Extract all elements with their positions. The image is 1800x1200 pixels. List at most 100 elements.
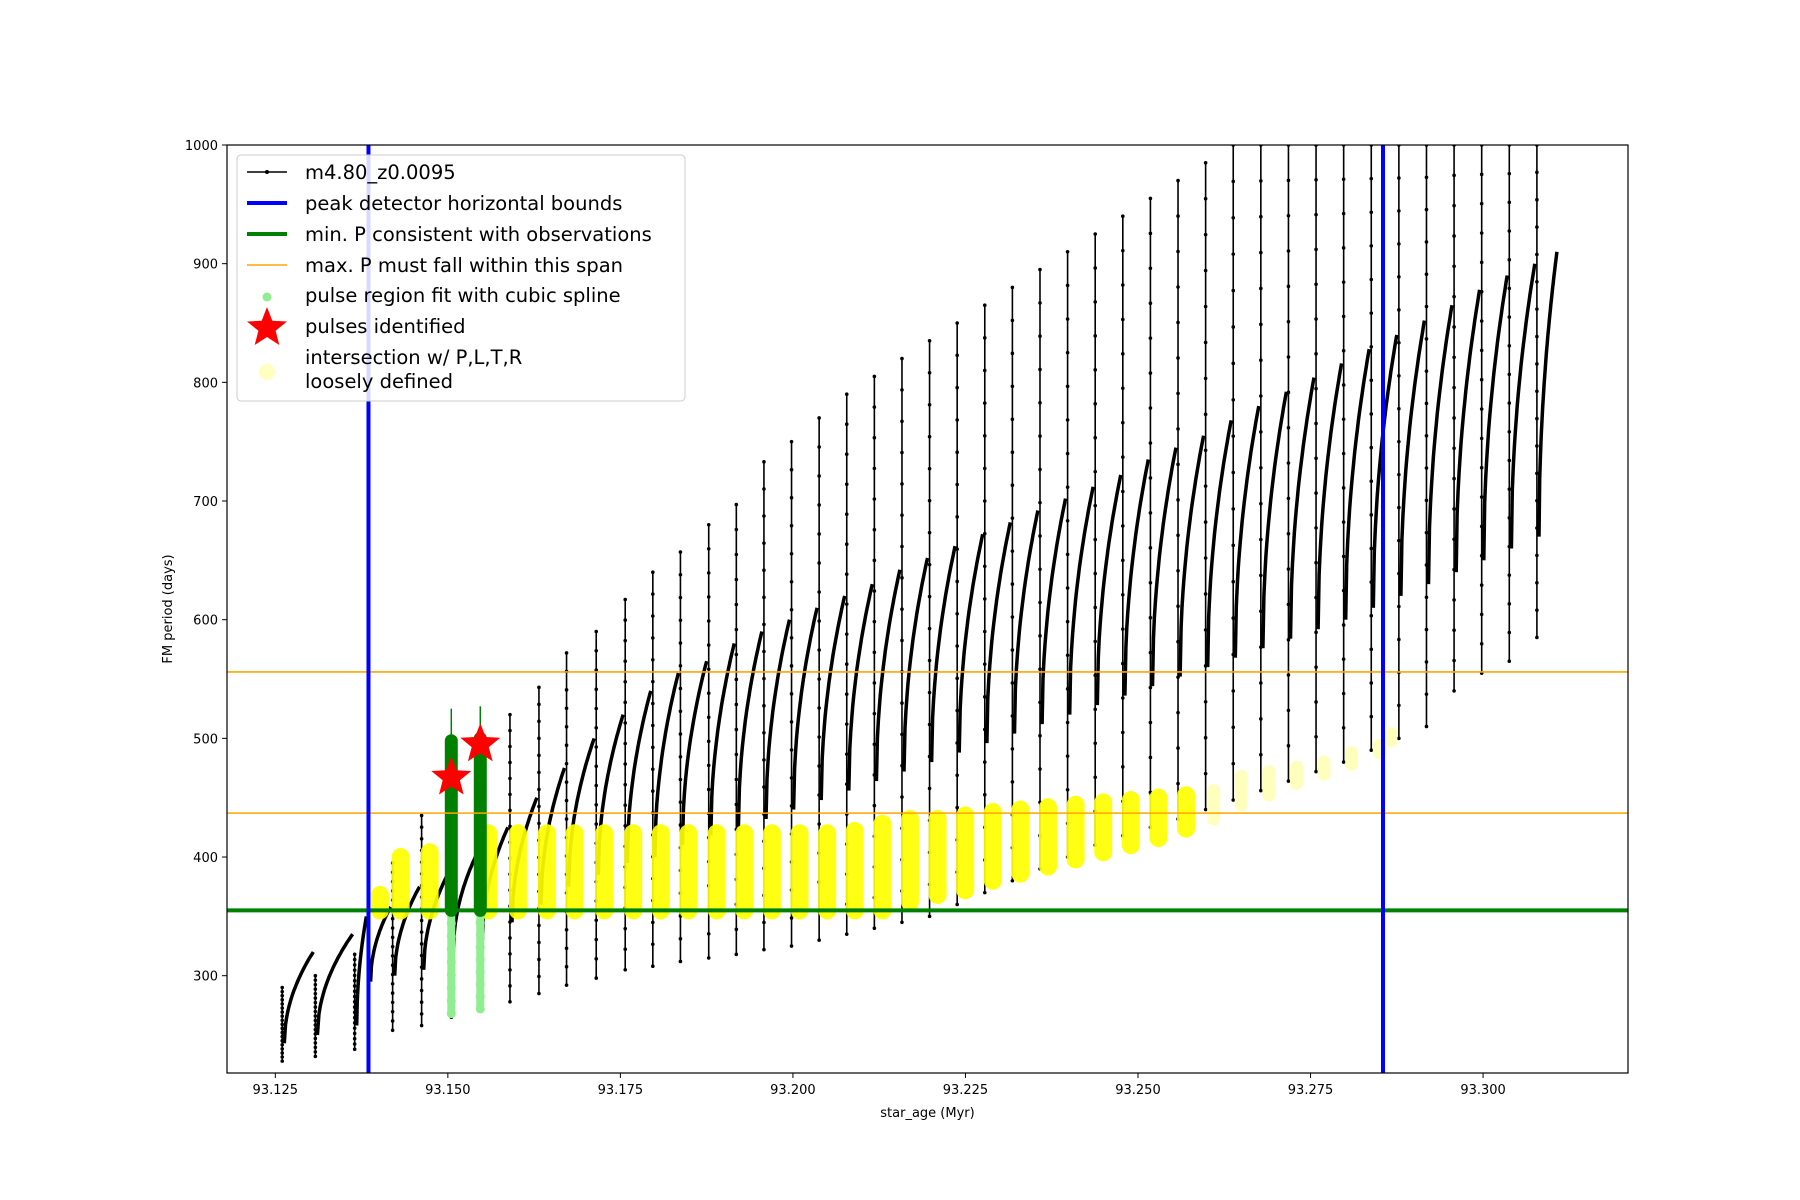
cycle-curve (764, 619, 792, 820)
track-point (927, 722, 932, 727)
track-point (1065, 451, 1070, 456)
track-point (982, 695, 987, 699)
track-point (900, 419, 904, 424)
track-point (1397, 538, 1401, 543)
track-point (313, 987, 318, 991)
track-point (1065, 317, 1070, 321)
y-tick-label: 300 (193, 970, 218, 985)
track-point (1148, 301, 1153, 306)
track-point (594, 783, 599, 788)
track-point (1535, 252, 1539, 257)
track-point (313, 1018, 318, 1023)
track-point (955, 385, 959, 390)
pulse-cycle-30 (1121, 214, 1151, 838)
track-point (1176, 533, 1180, 538)
track-point (1093, 503, 1098, 508)
track-point (734, 777, 739, 782)
series-pulse-regions (444, 706, 487, 1019)
cycle-curve (847, 583, 875, 791)
track-point (955, 676, 959, 681)
track-point (280, 1055, 285, 1059)
track-point (623, 947, 628, 951)
track-point (1093, 639, 1098, 644)
track-point (982, 433, 987, 438)
track-point (1148, 336, 1153, 340)
track-point (1341, 211, 1346, 216)
track-point (280, 998, 285, 1002)
pulse-cycle-40 (1397, 145, 1427, 741)
track-point (1148, 546, 1153, 550)
track-point (817, 532, 821, 536)
track-point (706, 787, 711, 792)
track-point (1148, 615, 1153, 620)
cycle-curve (315, 933, 355, 1036)
track-point (789, 523, 794, 528)
track-point (1065, 787, 1070, 792)
track-point (1341, 314, 1346, 319)
track-point (1286, 496, 1291, 501)
cycle-curve (929, 545, 957, 763)
track-point (872, 466, 877, 471)
track-point (872, 650, 877, 655)
track-point (390, 926, 395, 930)
track-point (1093, 334, 1098, 338)
track-point (419, 837, 424, 841)
track-point (927, 434, 932, 439)
track-point (1507, 458, 1512, 463)
track-point (927, 498, 932, 503)
track-point (1121, 317, 1125, 322)
track-point (537, 787, 541, 792)
pulse-cycle-34 (1231, 145, 1261, 802)
track-point (734, 502, 739, 507)
track-point (789, 776, 794, 780)
track-point (390, 1000, 395, 1005)
track-point (734, 677, 739, 682)
track-point (1286, 673, 1291, 677)
track-point (1121, 627, 1125, 631)
legend-label: intersection w/ P,L,T,R (305, 346, 522, 369)
track-point (1424, 692, 1429, 696)
track-point (678, 686, 683, 691)
track-point (1369, 748, 1374, 753)
track-point (1065, 250, 1070, 254)
track-point (280, 1006, 285, 1010)
track-point (1010, 351, 1015, 356)
track-point (927, 370, 932, 375)
track-point (1397, 505, 1401, 510)
track-point (1176, 285, 1180, 289)
track-point (678, 595, 683, 600)
track-point (1341, 451, 1346, 456)
track-point (1397, 308, 1401, 312)
pulse-cycle-31 (1148, 196, 1178, 830)
track-point (1341, 417, 1346, 422)
track-point (651, 657, 655, 662)
track-point (1479, 612, 1484, 617)
track-point (1259, 501, 1263, 506)
track-point (1424, 627, 1429, 632)
track-point (594, 648, 599, 653)
track-point (1231, 579, 1236, 584)
track-point (762, 785, 766, 789)
series-intersection (370, 727, 1398, 920)
track-point (1203, 268, 1208, 273)
track-point (508, 824, 512, 829)
x-tick: 93.125 (253, 1073, 298, 1098)
track-point (1341, 623, 1346, 627)
track-point (1341, 383, 1346, 387)
track-point (844, 482, 849, 486)
track-point (734, 602, 739, 607)
track-point (844, 722, 849, 726)
track-point (1231, 288, 1236, 293)
track-point (1259, 214, 1263, 219)
pulse-cycle-2 (352, 916, 369, 1052)
track-point (1259, 179, 1263, 183)
track-point (1121, 420, 1125, 425)
track-point (955, 353, 959, 358)
track-point (817, 706, 821, 710)
x-axis: 93.125 93.150 93.175 93.200 93.225 93.250 93.2… (253, 1073, 1506, 1098)
track-point (1535, 635, 1539, 640)
track-point (564, 780, 569, 784)
track-point (1259, 430, 1263, 434)
track-point (706, 739, 711, 744)
track-point (537, 974, 541, 979)
